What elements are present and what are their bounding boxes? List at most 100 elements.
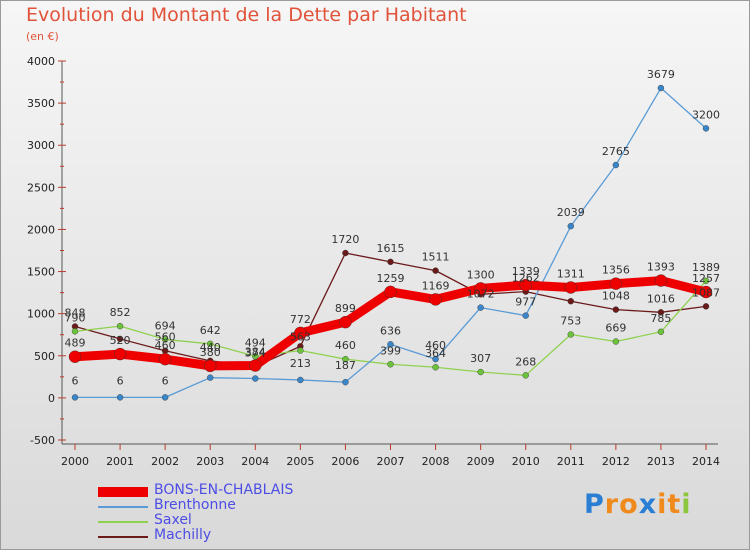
data-label-s3-2: 560: [155, 331, 176, 344]
x-tick-label: 2004: [241, 455, 269, 468]
legend-label-brenthonne: Brenthonne: [154, 497, 236, 513]
data-label-s0-0: 489: [65, 337, 86, 350]
x-tick-label: 2005: [286, 455, 314, 468]
data-label-s1-0: 6: [72, 374, 79, 387]
x-tick-label: 2013: [647, 455, 675, 468]
data-label-s1-5: 213: [290, 357, 311, 370]
data-label-s2-12: 669: [605, 322, 626, 335]
data-point-s1-12: [612, 161, 620, 169]
data-point-s0-12: [609, 277, 623, 290]
data-label-s2-13: 785: [650, 312, 671, 325]
data-point-s0-7: [384, 285, 397, 299]
data-point-s2-12: [612, 338, 620, 345]
data-label-s3-0: 848: [65, 306, 86, 319]
data-point-s2-2: [161, 336, 169, 343]
data-label-s0-8: 1169: [422, 279, 450, 292]
data-label-s0-7: 1259: [377, 272, 405, 285]
logo-letter: o: [619, 489, 639, 520]
logo-letter: i: [681, 489, 692, 520]
series-points: [68, 84, 713, 401]
y-tick-label: 500: [34, 350, 55, 363]
data-label-s3-3: 440: [200, 341, 221, 354]
data-label-s0-12: 1356: [602, 264, 630, 277]
data-point-s2-3: [207, 340, 214, 348]
data-point-s0-11: [564, 281, 577, 294]
data-point-s3-8: [432, 267, 439, 274]
data-label-s2-9: 307: [470, 352, 491, 365]
data-point-s0-13: [654, 274, 668, 287]
x-tick-label: 2000: [61, 455, 89, 468]
x-tick-label: 2011: [557, 455, 585, 468]
data-point-s3-7: [387, 258, 394, 266]
logo-letter: i: [657, 489, 668, 520]
y-tick-label: 1000: [27, 308, 55, 321]
data-label-s2-10: 268: [515, 355, 536, 368]
data-point-s1-5: [297, 376, 304, 384]
y-tick-label: 3000: [27, 139, 55, 152]
data-label-s0-9: 1300: [467, 268, 495, 281]
x-tick-label: 2002: [151, 455, 179, 468]
data-label-s2-6: 460: [335, 339, 356, 352]
data-label-s3-12: 1048: [602, 290, 630, 303]
chart-unit: (en €): [26, 30, 59, 43]
data-point-s2-5: [297, 347, 304, 354]
data-point-s3-11: [567, 298, 574, 305]
logo-letter: x: [638, 489, 658, 520]
data-point-s2-4: [252, 353, 259, 360]
data-point-s2-8: [432, 364, 439, 371]
y-tick-label: 3500: [27, 97, 55, 110]
x-tick-label: 2006: [331, 455, 359, 468]
data-point-s1-0: [71, 394, 79, 401]
data-point-s2-9: [477, 368, 484, 376]
data-point-s0-5: [294, 326, 307, 340]
data-label-s0-1: 520: [110, 334, 131, 347]
data-point-s1-7: [387, 341, 394, 348]
data-point-s1-10: [522, 312, 529, 319]
data-label-s0-10: 1339: [512, 265, 540, 278]
data-label-s3-10: 1262: [512, 272, 540, 285]
data-point-s2-0: [71, 328, 79, 335]
y-tick-label: 1500: [27, 266, 55, 279]
legend-label-bons: BONS-EN-CHABLAIS: [154, 482, 294, 498]
logo-letter: P: [584, 489, 605, 520]
chart-title: Evolution du Montant de la Dette par Hab…: [26, 4, 467, 26]
data-label-s1-8: 460: [425, 339, 446, 352]
y-tick-label: 2000: [27, 223, 55, 236]
legend-swatch-bons: [98, 487, 148, 497]
data-label-s2-3: 642: [200, 324, 221, 337]
data-label-s2-1: 852: [110, 306, 131, 319]
data-label-s0-13: 1393: [647, 261, 675, 274]
data-label-s2-11: 753: [560, 314, 581, 327]
data-label-s3-7: 1615: [377, 242, 405, 255]
data-label-s3-13: 1016: [647, 292, 675, 305]
data-label-s0-3: 380: [200, 346, 221, 359]
data-label-s2-7: 399: [380, 344, 401, 357]
data-point-s0-6: [339, 315, 352, 329]
data-point-s1-6: [342, 378, 349, 386]
data-point-s3-12: [612, 306, 620, 313]
data-label-s2-8: 364: [425, 347, 446, 360]
y-tick-label: 0: [48, 392, 55, 405]
data-label-s2-2: 694: [155, 319, 176, 332]
data-label-s1-2: 6: [162, 374, 169, 387]
data-label-s1-7: 636: [380, 324, 401, 337]
x-tick-label: 2007: [377, 455, 405, 468]
x-tick-label: 2009: [467, 455, 495, 468]
data-point-s3-13: [657, 309, 665, 316]
data-point-s1-4: [252, 375, 259, 382]
data-label-s0-5: 772: [290, 313, 311, 326]
data-point-s0-9: [474, 282, 487, 295]
data-point-s1-14: [702, 125, 710, 132]
data-point-s1-9: [477, 304, 484, 311]
data-point-s3-6: [342, 249, 349, 257]
data-point-s2-11: [567, 331, 574, 338]
data-point-s0-14: [699, 285, 713, 299]
data-label-s0-4: 384: [245, 346, 266, 359]
data-label-s1-1: 6: [117, 374, 124, 387]
data-point-s2-1: [116, 322, 124, 330]
logo-letter: r: [604, 489, 620, 520]
data-point-s0-4: [249, 359, 262, 372]
data-label-s0-2: 460: [155, 339, 176, 352]
